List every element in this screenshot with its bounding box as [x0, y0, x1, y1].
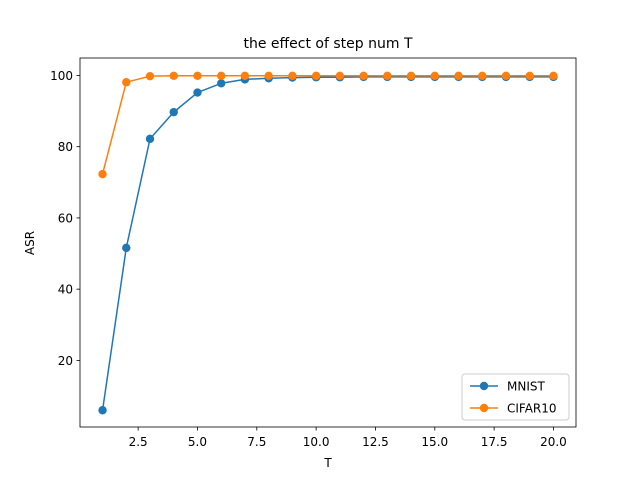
data-point-mnist [217, 79, 226, 88]
data-point-mnist [169, 107, 178, 117]
x-tick-label: 20.0 [540, 435, 567, 449]
data-point-cifar10 [430, 71, 439, 81]
x-tick-label: 5.0 [188, 435, 207, 449]
x-tick-label: 10.0 [303, 435, 330, 449]
data-point-cifar10 [311, 71, 321, 81]
data-point-cifar10 [122, 78, 131, 87]
y-tick-label: 40 [58, 283, 73, 297]
y-tick-label: 100 [50, 69, 73, 83]
data-point-cifar10 [406, 71, 416, 81]
legend: MNIST CIFAR10 [461, 373, 570, 421]
data-point-cifar10 [264, 71, 273, 81]
data-point-cifar10 [145, 71, 155, 81]
data-point-cifar10 [240, 71, 250, 81]
data-point-mnist [122, 243, 131, 253]
x-tick-label: 7.5 [247, 435, 266, 449]
series-cifar10 [98, 71, 558, 179]
chart-title: the effect of step num T [244, 36, 413, 52]
legend-marker-mnist [479, 381, 489, 391]
data-point-cifar10 [383, 71, 392, 81]
axes-layer: 2.5 5.0 7.5 10.0 12.5 15.0 17.5 20.0 20 40 60 80 100 [50, 57, 577, 449]
y-tick-label: 20 [58, 354, 73, 368]
y-tick-label: 60 [58, 211, 73, 225]
data-point-cifar10 [501, 71, 511, 81]
x-axis-label: T [323, 456, 332, 470]
data-point-mnist [193, 88, 202, 97]
data-point-mnist [98, 406, 107, 415]
data-point-cifar10 [335, 71, 345, 81]
series-layer [98, 71, 558, 415]
data-point-cifar10 [98, 169, 107, 179]
x-tick-label: 17.5 [481, 435, 508, 449]
y-axis-label: ASR [23, 231, 37, 255]
data-point-cifar10 [549, 71, 558, 81]
data-point-cifar10 [193, 71, 202, 81]
legend-marker-cifar10 [479, 403, 489, 413]
data-point-cifar10 [288, 71, 297, 81]
data-point-cifar10 [454, 71, 463, 81]
data-point-cifar10 [525, 71, 534, 81]
data-point-cifar10 [478, 71, 487, 81]
data-point-mnist [145, 134, 155, 144]
data-point-cifar10 [359, 71, 368, 81]
y-tick-label: 80 [58, 140, 73, 154]
x-tick-label: 12.5 [362, 435, 389, 449]
data-point-cifar10 [217, 71, 226, 81]
data-point-cifar10 [169, 71, 178, 81]
plot-frame [79, 57, 577, 428]
legend-label-cifar10: CIFAR10 [507, 402, 557, 416]
legend-label-mnist: MNIST [507, 380, 545, 394]
x-tick-label: 15.0 [421, 435, 448, 449]
x-tick-label: 2.5 [129, 435, 148, 449]
